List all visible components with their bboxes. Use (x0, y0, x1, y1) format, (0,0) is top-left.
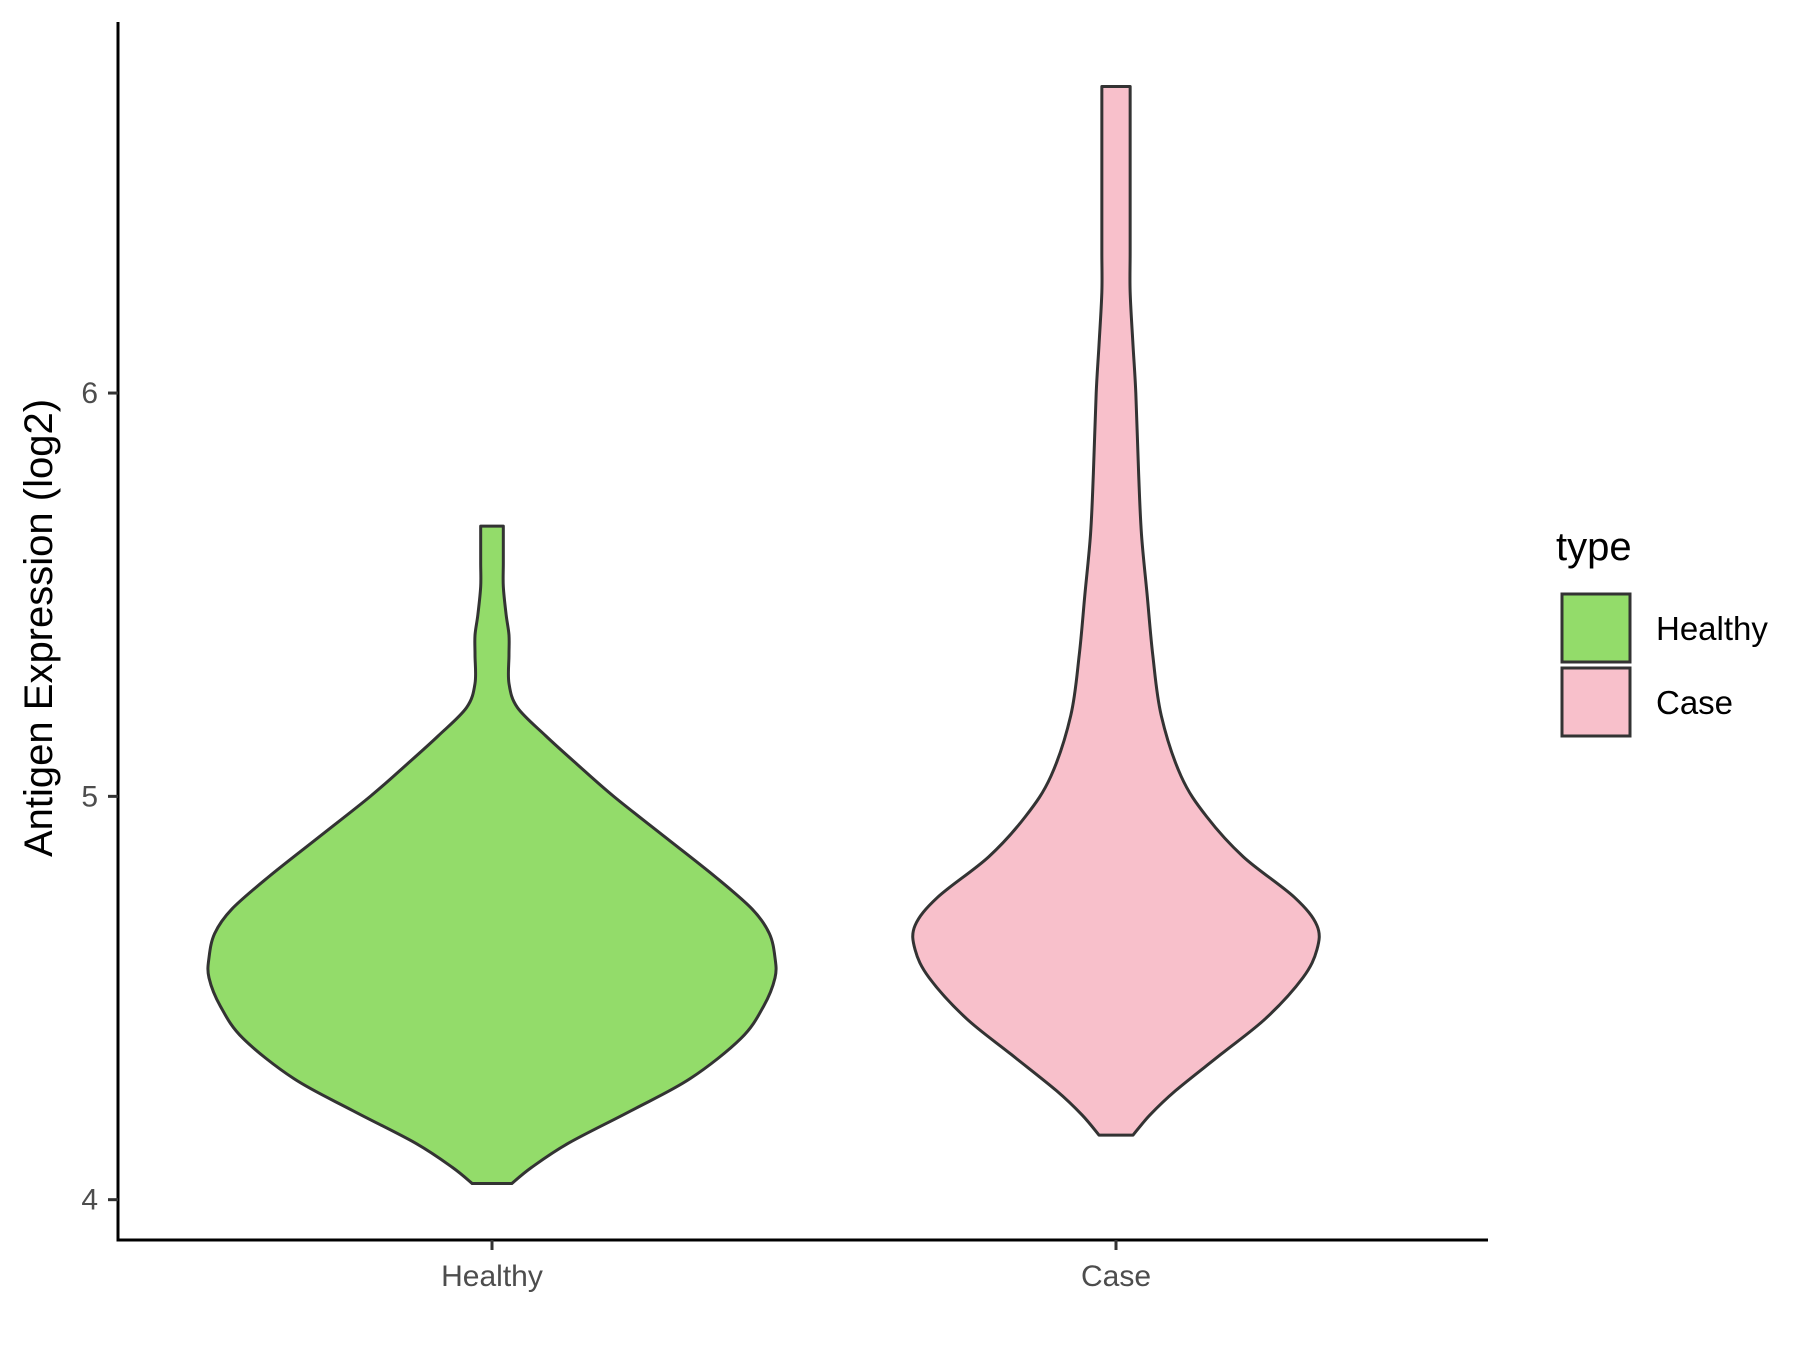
axes (116, 22, 1488, 1242)
y-tick-label: 6 (81, 377, 98, 410)
x-axis-ticks: Healthy Case (441, 1240, 1151, 1293)
y-tick-label: 5 (81, 780, 98, 813)
legend-label-case: Case (1656, 684, 1733, 721)
legend-key-healthy (1560, 592, 1632, 664)
x-tick-label: Healthy (441, 1260, 543, 1293)
legend-title: type (1556, 525, 1632, 569)
y-axis-ticks: 4 5 6 (81, 377, 118, 1217)
violin-case (911, 85, 1321, 1137)
legend-entries: Healthy Case (1560, 592, 1768, 738)
y-axis-title: Antigen Expression (log2) (17, 399, 61, 857)
legend: type Healthy Case (1556, 525, 1768, 738)
x-tick-label: Case (1081, 1260, 1151, 1293)
violin-healthy (206, 524, 778, 1186)
violin-layer (206, 85, 1321, 1186)
legend-label-healthy: Healthy (1656, 610, 1768, 647)
y-tick-label: 4 (81, 1184, 98, 1217)
legend-key-case (1560, 666, 1632, 738)
